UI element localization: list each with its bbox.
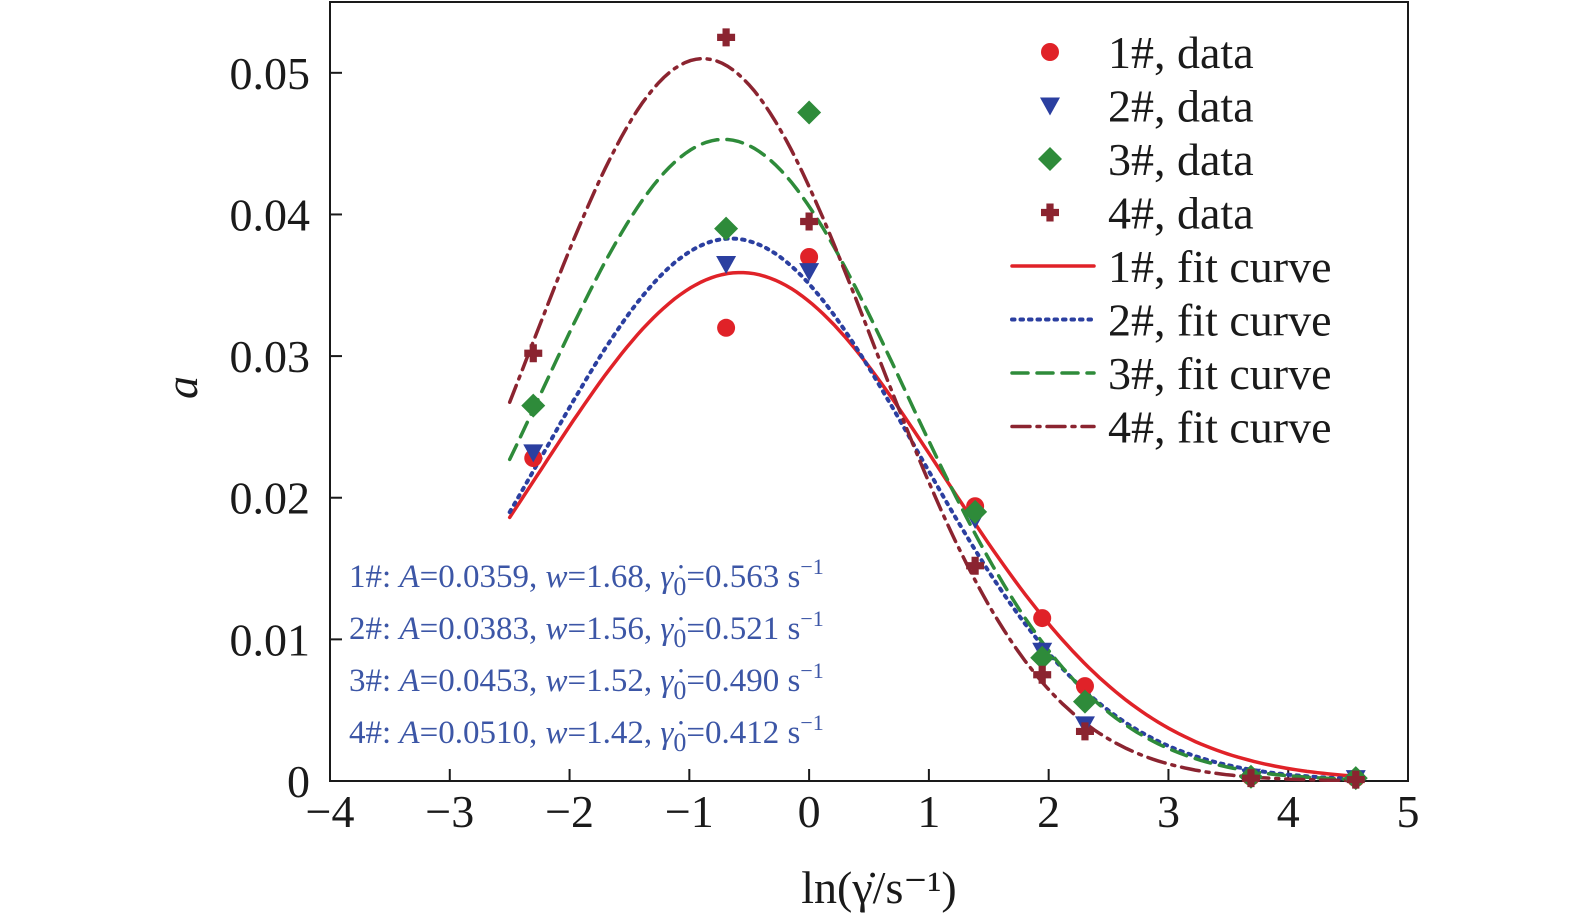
- x-tick-label: 2: [1037, 786, 1060, 837]
- s1-data-point: [1075, 677, 1094, 696]
- parameter-annotation-4: 4#: A=0.0510, w=1.42, γ̇0=0.412 s−1: [349, 710, 824, 757]
- s4-data-point: [1241, 769, 1260, 788]
- marks-layer: −4 −3 −2 −1 0 1 2 3 4 5 0 0.01 0.02 0.03 0.04 0.05 ln(γ̇…: [156, 1, 1420, 913]
- s4-data-point: [717, 28, 736, 47]
- x-tick-label: −2: [545, 786, 594, 837]
- y-tick-label: 0.02: [230, 473, 311, 524]
- s2-data-point: [799, 263, 820, 282]
- y-axis-title: a: [156, 376, 207, 399]
- legend-label-s4-data: 4#, data: [1108, 188, 1254, 239]
- s2-data-point: [523, 444, 544, 463]
- legend-marker-s1: [1041, 43, 1059, 61]
- s3-data-point: [1072, 689, 1097, 714]
- s1-data-point: [800, 247, 819, 266]
- s4-data-point: [966, 556, 985, 575]
- s2-fit-curve: [507, 236, 1363, 782]
- s4-data-point: [1075, 722, 1094, 741]
- x-tick-label: 3: [1157, 786, 1180, 837]
- s3-data-point: [797, 100, 822, 125]
- y-tick-label: 0.04: [230, 189, 311, 240]
- legend-marker-s3: [1038, 147, 1062, 171]
- s1-data-point: [717, 318, 736, 337]
- plot-frame: [329, 1, 1409, 782]
- legend-label-s2-fit: 2#, fit curve: [1108, 295, 1332, 346]
- s1-data-point: [1033, 609, 1052, 628]
- x-tick-label: 1: [917, 786, 940, 837]
- s4-data-point: [800, 212, 819, 231]
- x-tick-label: 4: [1277, 786, 1300, 837]
- x-tick-label: −3: [425, 786, 474, 837]
- s3-data-point: [1030, 645, 1055, 670]
- x-axis-title: ln(γ̇/s⁻¹): [801, 862, 957, 913]
- y-tick-label: 0: [287, 756, 310, 807]
- s2-data-point: [716, 256, 737, 275]
- legend-marker-s2: [1040, 97, 1060, 116]
- s4-data-point: [1346, 770, 1365, 789]
- parameter-annotation-3: 3#: A=0.0453, w=1.52, γ̇0=0.490 s−1: [349, 658, 824, 705]
- s4-fit-curve: [507, 56, 1362, 783]
- s4-data-point: [524, 344, 543, 363]
- legend-label-s1-data: 1#, data: [1108, 27, 1254, 78]
- legend-label-s1-fit: 1#, fit curve: [1108, 241, 1332, 292]
- s3-data-point: [714, 216, 739, 241]
- parameter-annotation-2: 2#: A=0.0383, w=1.56, γ̇0=0.521 s−1: [349, 606, 824, 653]
- s3-data-point: [963, 499, 988, 524]
- legend-label-s3-fit: 3#, fit curve: [1108, 348, 1332, 399]
- legend-label-s2-data: 2#, data: [1108, 81, 1254, 132]
- legend-label-s3-data: 3#, data: [1108, 134, 1254, 185]
- legend-label-s4-fit: 4#, fit curve: [1108, 402, 1332, 453]
- x-tick-label: −1: [665, 786, 714, 837]
- legend-marker-s4: [1041, 203, 1059, 222]
- y-tick-label: 0.01: [230, 614, 311, 665]
- x-tick-label: 0: [798, 786, 821, 837]
- x-tick-label: −4: [306, 786, 355, 837]
- x-tick-label: 5: [1397, 786, 1420, 837]
- s3-fit-curve: [507, 137, 1362, 782]
- y-tick-label: 0.05: [230, 48, 311, 99]
- y-tick-label: 0.03: [230, 331, 311, 382]
- s1-fit-curve: [507, 270, 1362, 779]
- parameter-annotation-1: 1#: A=0.0359, w=1.68, γ̇0=0.563 s−1: [349, 554, 824, 601]
- s4-data-point: [1033, 665, 1052, 684]
- s3-data-point: [521, 393, 546, 418]
